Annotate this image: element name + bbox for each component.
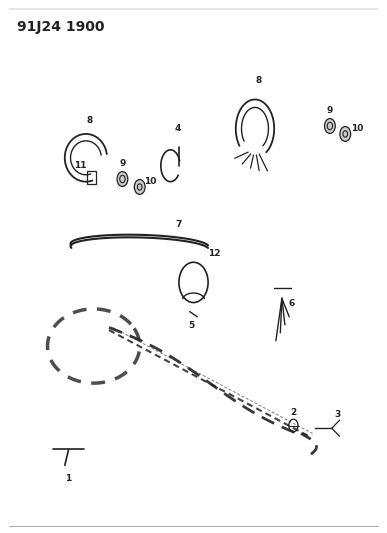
Text: 8: 8	[87, 116, 93, 125]
Text: 12: 12	[208, 249, 221, 258]
Text: 9: 9	[327, 106, 333, 115]
Circle shape	[117, 172, 128, 187]
Text: 3: 3	[334, 410, 341, 419]
Text: 5: 5	[188, 321, 195, 330]
Text: 10: 10	[351, 124, 364, 133]
Circle shape	[134, 180, 145, 195]
Text: 11: 11	[74, 161, 86, 170]
Text: 1: 1	[65, 474, 72, 483]
Text: 2: 2	[290, 408, 296, 417]
Text: 10: 10	[144, 177, 157, 186]
Text: 6: 6	[288, 299, 295, 308]
Text: 9: 9	[119, 159, 126, 167]
Text: 91J24 1900: 91J24 1900	[17, 20, 104, 34]
Circle shape	[325, 118, 335, 133]
Text: 7: 7	[175, 220, 182, 229]
Text: 4: 4	[175, 124, 182, 133]
Circle shape	[340, 126, 351, 141]
Text: 8: 8	[256, 76, 262, 85]
